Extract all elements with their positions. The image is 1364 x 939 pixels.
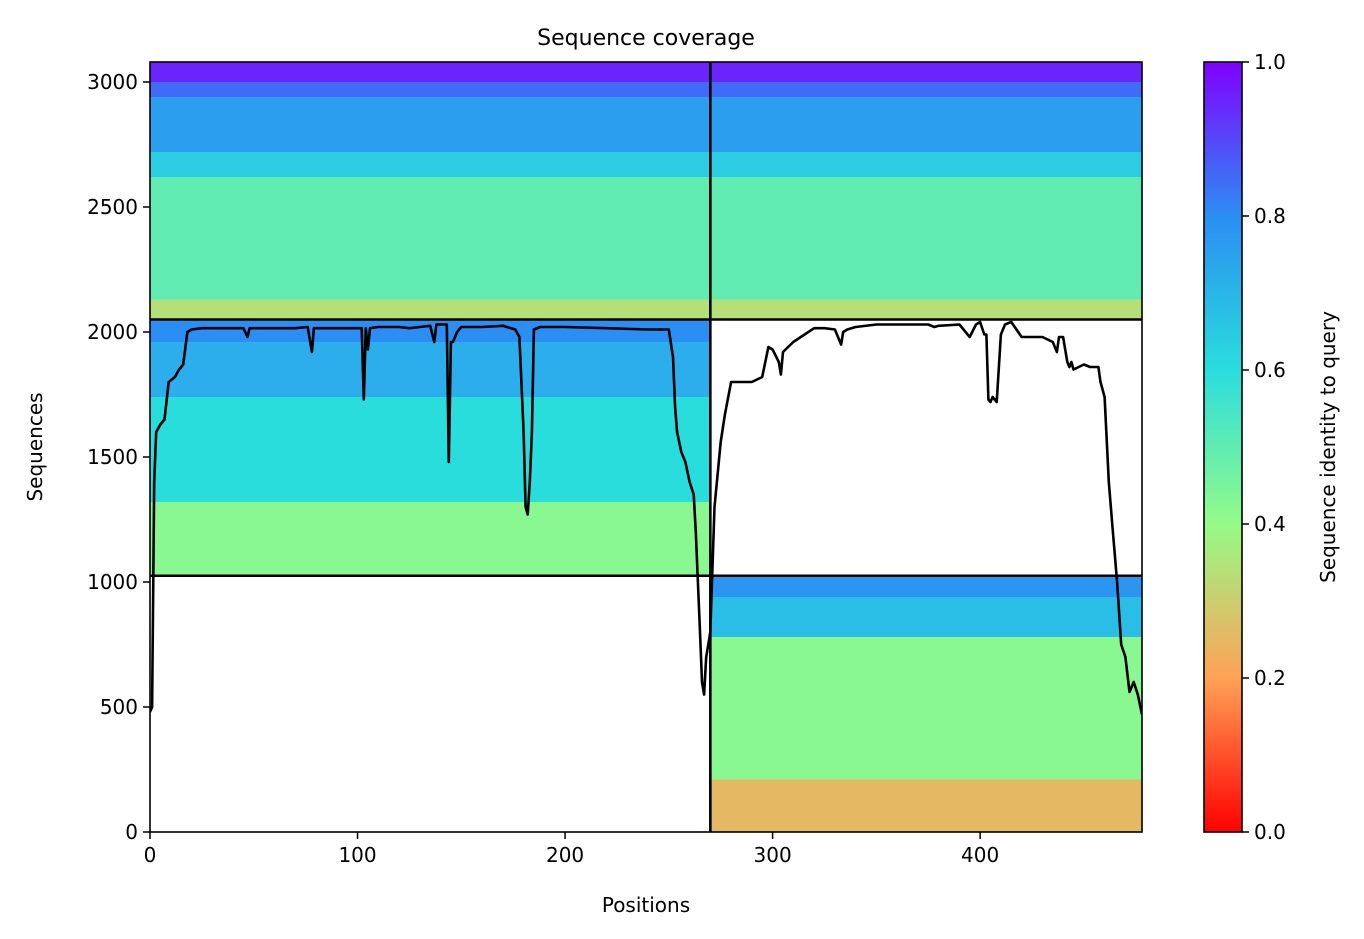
colorbar-tick-label: 0.4 (1254, 512, 1286, 536)
heatmap-layer (150, 62, 1142, 832)
heatmap-band-chain-A-only (150, 502, 711, 576)
heatmap-band-paired-A (150, 299, 711, 320)
y-tick-label: 1000 (87, 570, 138, 594)
heatmap-band-paired-B (710, 177, 1142, 300)
y-tick-label: 2500 (87, 195, 138, 219)
x-tick-label: 100 (338, 843, 376, 867)
colorbar-label: Sequence identity to query (1316, 311, 1340, 583)
colorbar (1203, 61, 1243, 833)
colorbar-tick-label: 1.0 (1254, 50, 1286, 74)
y-axis-label: Sequences (23, 392, 47, 501)
colorbar-ticks: 0.0 0.2 0.4 0.6 0.8 1.0 (1242, 50, 1286, 844)
chart-title: Sequence coverage (537, 26, 755, 51)
heatmap-band-paired-B (710, 97, 1142, 152)
y-tick-label: 3000 (87, 70, 138, 94)
x-tick-label: 400 (961, 843, 999, 867)
x-tick-label: 200 (546, 843, 584, 867)
heatmap-band-paired-B (710, 299, 1142, 320)
plot-frame (149, 61, 1143, 833)
heatmap-band-chain-B-only (710, 779, 1142, 832)
heatmap-band-paired-A (150, 177, 711, 300)
x-axis-ticks: 0 100 200 300 400 (144, 832, 999, 867)
y-tick-label: 500 (100, 695, 138, 719)
y-tick-label: 2000 (87, 320, 138, 344)
coverage-line (150, 320, 1142, 715)
heatmap-band-chain-B-only (710, 575, 1142, 597)
heatmap-band-chain-B-only (710, 637, 1142, 780)
heatmap-band-paired-A (150, 62, 711, 82)
y-tick-label: 1500 (87, 445, 138, 469)
heatmap-band-paired-B (710, 62, 1142, 82)
colorbar-tick-label: 0.0 (1254, 820, 1286, 844)
colorbar-tick-label: 0.2 (1254, 666, 1286, 690)
chain-separator-lines (150, 62, 1142, 832)
colorbar-tick-label: 0.8 (1254, 204, 1286, 228)
heatmap-band-paired-A (150, 82, 711, 97)
heatmap-band-chain-A-only (150, 397, 711, 502)
y-tick-label: 0 (125, 820, 138, 844)
x-tick-label: 0 (144, 843, 157, 867)
colorbar-tick-label: 0.6 (1254, 358, 1286, 382)
y-axis-ticks: 0 500 1000 1500 2000 2500 3000 (87, 70, 150, 844)
heatmap-band-chain-A-only (150, 342, 711, 397)
heatmap-band-paired-B (710, 152, 1142, 177)
heatmap-band-paired-A (150, 152, 711, 177)
heatmap-band-paired-A (150, 97, 711, 152)
heatmap-band-paired-B (710, 82, 1142, 97)
heatmap-band-chain-B-only (710, 597, 1142, 637)
x-tick-label: 300 (754, 843, 792, 867)
x-axis-label: Positions (602, 893, 690, 917)
